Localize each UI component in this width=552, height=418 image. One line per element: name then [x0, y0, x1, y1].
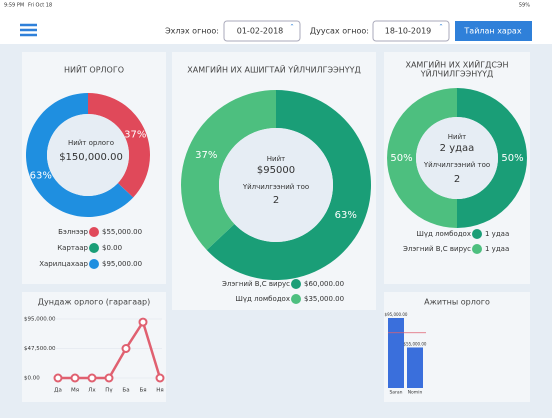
start-date-box[interactable]	[223, 20, 301, 42]
y-tick-label: $47,500.00	[24, 346, 56, 352]
legend-dot	[89, 227, 99, 237]
bar	[407, 347, 423, 388]
x-tick-label: Лх	[88, 388, 96, 394]
point	[104, 373, 114, 383]
x-tick-label: Пү	[105, 388, 113, 394]
legend-amount: $55,000.00	[102, 228, 142, 236]
panel-title: ХАМГИЙН ИХ ХИЙГДСЭН	[405, 59, 508, 70]
bar	[388, 318, 404, 388]
time: 9:59 PM	[4, 3, 24, 9]
legend-label: Шүд ломбодох	[416, 230, 471, 238]
donut-slice	[180, 90, 276, 251]
point	[87, 373, 97, 383]
count: 2	[454, 174, 460, 185]
legend-label: Харилцахаар	[39, 260, 88, 268]
x-tick-label: Nomin	[408, 390, 423, 396]
count: 2	[273, 195, 279, 206]
legend-amount: $95,000.00	[102, 260, 142, 268]
donut-hole	[219, 128, 333, 242]
point	[138, 317, 148, 327]
legend-amount: 1 удаа	[485, 230, 509, 238]
legend-dot	[89, 243, 99, 253]
legend-amount: $35,000.00	[304, 295, 344, 303]
legend-dot	[291, 294, 301, 304]
battery: 59%	[519, 3, 530, 9]
slice-label: 63%	[335, 210, 357, 221]
donut-slice	[387, 88, 457, 228]
x-tick-label: Ня	[156, 388, 163, 394]
donut-slice	[206, 90, 371, 280]
end-label: Дуусах огноо:	[310, 27, 369, 36]
date: Fri Oct 18	[28, 3, 52, 9]
x-tick-label: Мя	[71, 388, 79, 394]
report-button[interactable]	[455, 21, 532, 41]
panel	[22, 292, 166, 402]
panel-title: НИЙТ ОРЛОГО	[64, 64, 124, 75]
stepper[interactable]: ⌃	[438, 24, 443, 31]
legend-label: Бэлнээр	[58, 228, 88, 236]
start-date: 01-02-2018	[237, 27, 284, 36]
panel-title: ҮЙЛЧИЛГЭЭНҮҮД	[420, 68, 493, 79]
panel-title: Ажитны орлого	[424, 298, 490, 307]
slice-label: 37%	[124, 130, 146, 141]
point	[70, 373, 80, 383]
legend-label: Элэгний В,С вирус	[403, 245, 471, 253]
end-date: 18-10-2019	[385, 27, 432, 36]
start-label: Эхлэх огноо:	[165, 27, 219, 36]
point	[53, 373, 63, 383]
legend-dot	[291, 279, 301, 289]
stepper[interactable]: ⌃	[289, 24, 294, 31]
legend-amount: $0.00	[102, 244, 122, 252]
panel	[384, 292, 530, 402]
x-tick-label: Ба	[122, 388, 129, 394]
legend-label: Шүд ломбодох	[235, 295, 290, 303]
count-label: Үйлчилгээний тоо	[423, 161, 490, 169]
slice-label: 63%	[30, 170, 52, 181]
x-tick-label: Да	[54, 388, 62, 394]
menu-button[interactable]	[20, 23, 37, 37]
donut-slice	[88, 93, 150, 198]
center-label: Нийт орлого	[68, 139, 114, 147]
report-button-label: Тайлан харах	[463, 27, 521, 36]
legend-label: Элэгний В,С вирус	[222, 280, 290, 288]
x-tick-label: Бя	[139, 388, 146, 394]
y-tick-label: $0.00	[24, 376, 40, 382]
x-tick-label: Saran	[389, 390, 402, 396]
donut-hole	[47, 114, 129, 196]
center-label: Нийт	[267, 155, 285, 163]
legend-label: Картаар	[57, 244, 88, 252]
bar-label: $95,000.00	[385, 312, 408, 317]
donut-slice	[26, 93, 134, 217]
point	[121, 344, 131, 353]
slice-label: 50%	[501, 153, 523, 164]
legend-dot	[89, 259, 99, 269]
legend-dot	[472, 229, 482, 239]
center-label: Нийт	[448, 133, 466, 141]
donut-hole	[416, 117, 498, 199]
legend-dot	[472, 244, 482, 254]
slice-label: 37%	[195, 150, 217, 161]
y-tick-label: $95,000.00	[24, 317, 56, 323]
center-value: $150,000.00	[59, 152, 123, 163]
panel-title: Дундаж орлого (гарагаар)	[38, 298, 150, 307]
donut-slice	[457, 88, 527, 228]
legend-amount: $60,000.00	[304, 280, 344, 288]
end-date-box[interactable]	[372, 20, 450, 42]
bar-label: $55,000.00	[404, 341, 427, 346]
point	[155, 373, 165, 383]
panel-title: ХАМГИЙН ИХ АШИГТАЙ ҮЙЛЧИЛГЭЭНҮҮД	[187, 64, 361, 75]
legend-amount: 1 удаа	[485, 245, 509, 253]
slice-label: 50%	[390, 153, 412, 164]
center-value: $95000	[257, 165, 295, 176]
center-value: 2 удаа	[440, 143, 475, 154]
count-label: Үйлчилгээний тоо	[242, 183, 309, 191]
